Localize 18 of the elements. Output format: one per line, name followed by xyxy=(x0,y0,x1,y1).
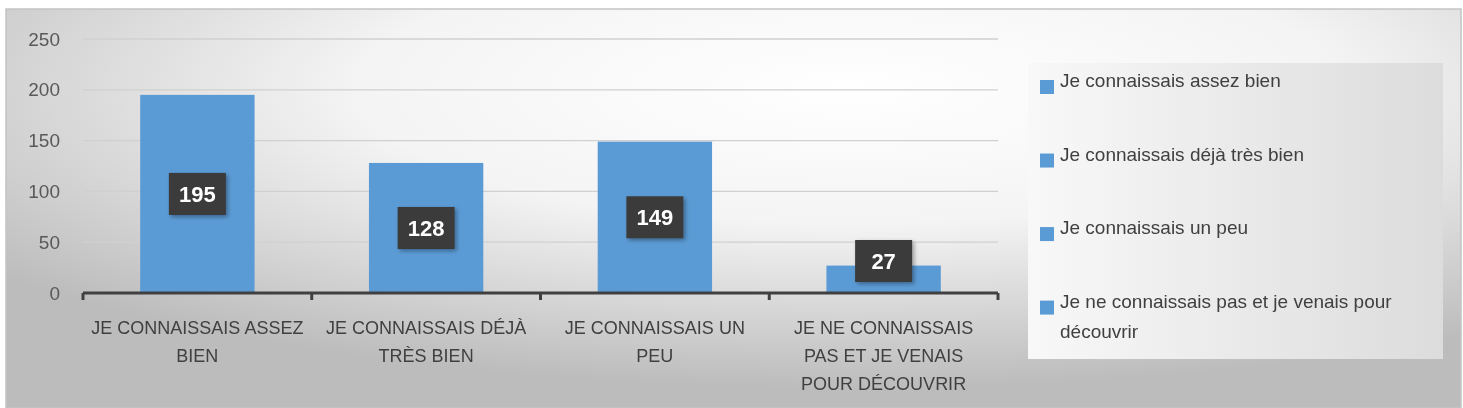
x-tick-label: JE CONNAISSAIS UN PEU xyxy=(564,318,745,366)
data-label: 128 xyxy=(407,215,445,241)
legend-label: Je ne connaissais pas et je venais pour découvrir xyxy=(1060,290,1393,342)
x-tick-label: JE NE CONNAISSAIS PAS ET JE VENAIS POUR DÉCOUVRIR xyxy=(794,318,974,394)
data-label: 149 xyxy=(636,205,674,231)
data-label: 195 xyxy=(179,181,216,207)
y-tick-label: 100 xyxy=(28,180,60,202)
y-tick-label: 0 xyxy=(49,282,60,304)
x-tick-label: JE CONNAISSAIS ASSEZ BIEN xyxy=(91,318,304,366)
data-label: 27 xyxy=(871,248,896,274)
y-tick-label: 150 xyxy=(28,130,60,152)
x-tick-label: JE CONNAISSAIS DÉJÀ TRÈS BIEN xyxy=(326,318,527,366)
y-tick-label: 50 xyxy=(38,231,60,253)
legend-label: Je connaissais assez bien xyxy=(1060,70,1281,91)
legend-label: Je connaissais déjà très bien xyxy=(1060,143,1304,165)
y-tick-label: 250 xyxy=(28,28,60,50)
legend-label: Je connaissais un peu xyxy=(1060,217,1249,239)
y-tick-label: 200 xyxy=(28,79,60,101)
